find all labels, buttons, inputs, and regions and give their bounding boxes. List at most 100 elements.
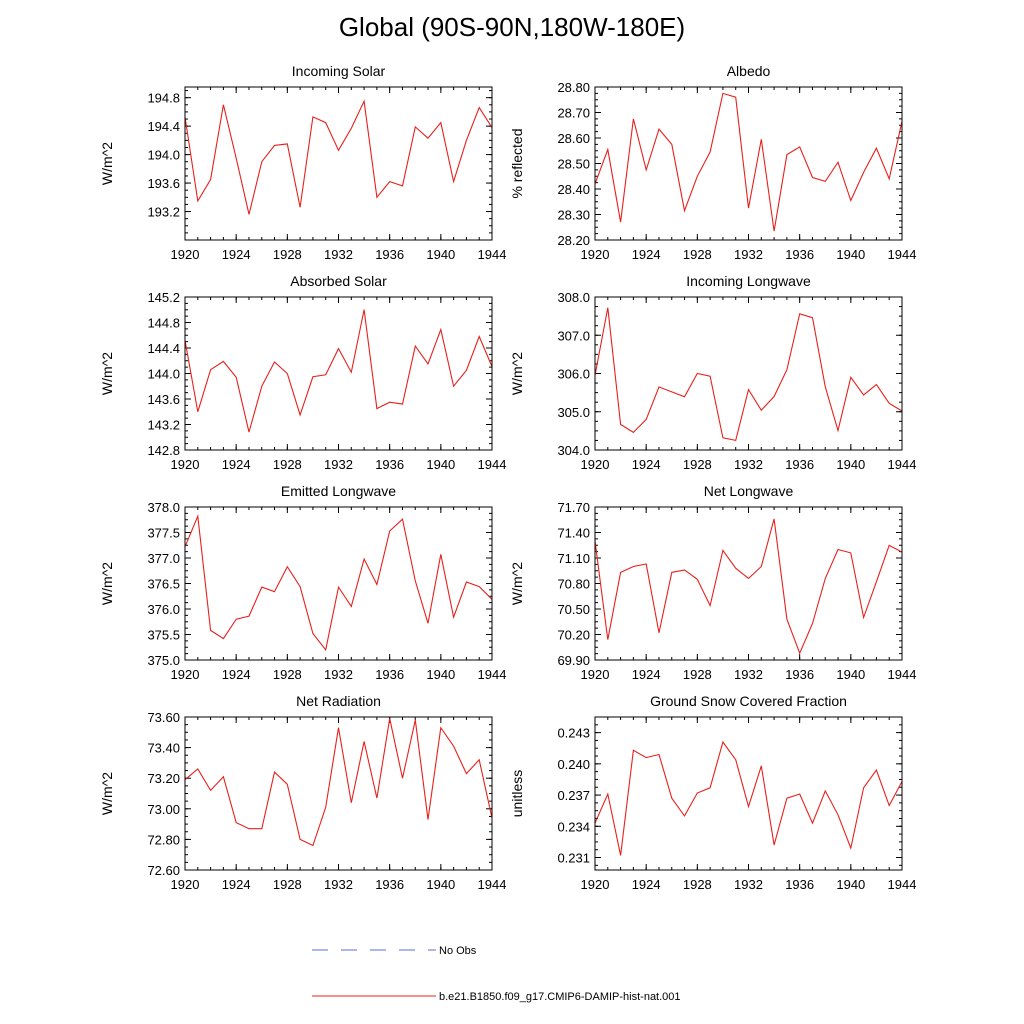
y-tick-label: 377.5 (147, 526, 180, 541)
x-tick-label: 1932 (734, 457, 763, 472)
y-tick-label: 73.00 (147, 802, 180, 817)
y-tick-label: 28.40 (557, 182, 590, 197)
y-tick-label: 0.240 (557, 757, 590, 772)
series-line (184, 309, 493, 433)
x-tick-label: 1920 (171, 247, 200, 262)
x-tick-label: 1940 (426, 877, 455, 892)
panel-incoming-longwave: Incoming Longwave W/m^2 1920 1924 1928 1932 19… (509, 273, 916, 472)
y-axis-label: W/m^2 (99, 772, 115, 815)
x-tick-label: 1920 (581, 247, 610, 262)
y-tick-label: 194.4 (147, 119, 180, 134)
x-tick-label: 1936 (375, 457, 404, 472)
x-tick-label: 1932 (324, 667, 353, 682)
y-tick-label: 70.80 (557, 577, 590, 592)
x-tick-label: 1928 (683, 457, 712, 472)
y-tick-label: 71.70 (557, 500, 590, 515)
plot-frame (594, 716, 903, 871)
y-tick-label: 28.80 (557, 80, 590, 95)
x-tick-label: 1920 (581, 667, 610, 682)
panel-title: Net Longwave (704, 483, 794, 499)
x-tick-label: 1940 (426, 667, 455, 682)
y-tick-label: 193.2 (147, 205, 180, 220)
panel-title: Albedo (727, 63, 771, 79)
x-tick-label: 1936 (375, 667, 404, 682)
panel-emitted-longwave: Emitted Longwave W/m^2 1920 1924 1928 1932 193… (99, 483, 506, 682)
x-tick-label: 1940 (836, 667, 865, 682)
panel-incoming-solar: Incoming Solar W/m^2 1920 1924 1928 1932 1936 1… (99, 63, 506, 262)
y-tick-label: 194.8 (147, 91, 180, 106)
y-tick-label: 73.20 (147, 771, 180, 786)
panel-title: Absorbed Solar (290, 273, 387, 289)
y-tick-label: 143.2 (147, 418, 180, 433)
series-line (594, 518, 903, 655)
y-axis-label: W/m^2 (99, 142, 115, 185)
y-tick-label: 307.0 (557, 328, 590, 343)
plot-frame (594, 506, 903, 661)
plot-frame (184, 296, 493, 451)
y-tick-label: 71.10 (557, 551, 590, 566)
y-tick-label: 304.0 (557, 443, 590, 458)
y-tick-label: 69.90 (557, 653, 590, 668)
x-tick-label: 1940 (836, 247, 865, 262)
x-tick-label: 1940 (836, 877, 865, 892)
panel-albedo: Albedo % reflected 1920 1924 1928 1932 1936 194… (509, 63, 916, 262)
y-tick-label: 378.0 (147, 500, 180, 515)
y-tick-label: 308.0 (557, 290, 590, 305)
x-tick-label: 1920 (581, 877, 610, 892)
y-tick-label: 0.231 (557, 851, 590, 866)
y-tick-label: 375.0 (147, 653, 180, 668)
y-tick-label: 142.8 (147, 443, 180, 458)
x-tick-label: 1924 (222, 667, 251, 682)
x-tick-label: 1928 (273, 667, 302, 682)
x-tick-label: 1924 (632, 457, 661, 472)
y-tick-label: 144.8 (147, 316, 180, 331)
x-tick-label: 1924 (222, 877, 251, 892)
y-tick-label: 0.234 (557, 819, 590, 834)
series-line (594, 307, 903, 442)
y-tick-label: 28.20 (557, 233, 590, 248)
plot-frame (184, 506, 493, 661)
series-line (184, 514, 493, 652)
x-tick-label: 1920 (171, 457, 200, 472)
y-tick-label: 28.70 (557, 106, 590, 121)
y-tick-label: 28.50 (557, 157, 590, 172)
x-tick-label: 1924 (632, 667, 661, 682)
x-tick-label: 1940 (426, 247, 455, 262)
legend-run-label: b.e21.B1850.f09_g17.CMIP6-DAMIP-hist-nat… (439, 991, 681, 1003)
panel-title: Incoming Longwave (686, 273, 811, 289)
series-line (184, 99, 493, 215)
x-tick-label: 1932 (734, 877, 763, 892)
x-tick-label: 1932 (324, 247, 353, 262)
x-tick-label: 1944 (478, 877, 507, 892)
y-tick-label: 73.60 (147, 710, 180, 725)
plot-frame (594, 296, 903, 451)
y-tick-label: 376.5 (147, 577, 180, 592)
series-line (184, 718, 493, 847)
x-tick-label: 1936 (785, 247, 814, 262)
panel-title: Net Radiation (296, 693, 381, 709)
x-tick-label: 1944 (478, 247, 507, 262)
x-tick-label: 1924 (222, 247, 251, 262)
plot-frame (184, 716, 493, 871)
panels: Incoming Solar W/m^2 1920 1924 1928 1932 1936 1… (99, 63, 916, 892)
panel-absorbed-solar: Absorbed Solar W/m^2 1920 1924 1928 1932 1936 1… (99, 273, 506, 472)
y-tick-label: 71.40 (557, 526, 590, 541)
x-tick-label: 1924 (632, 877, 661, 892)
y-tick-label: 0.237 (557, 788, 590, 803)
panel-title: Ground Snow Covered Fraction (650, 693, 847, 709)
x-tick-label: 1924 (222, 457, 251, 472)
y-tick-label: 306.0 (557, 367, 590, 382)
panel-title: Emitted Longwave (281, 483, 396, 499)
legend: No Obs b.e21.B1850.f09_g17.CMIP6-DAMIP-h… (312, 945, 681, 1003)
y-tick-label: 72.80 (147, 832, 180, 847)
x-tick-label: 1936 (785, 877, 814, 892)
x-tick-label: 1944 (478, 457, 507, 472)
y-tick-label: 375.5 (147, 628, 180, 643)
x-tick-label: 1928 (273, 877, 302, 892)
y-tick-label: 144.4 (147, 341, 180, 356)
y-tick-label: 305.0 (557, 405, 590, 420)
panel-ground-snow-covered-fraction: Ground Snow Covered Fraction unitless 1920… (509, 693, 916, 892)
x-tick-label: 1920 (171, 877, 200, 892)
x-tick-label: 1924 (632, 247, 661, 262)
x-tick-label: 1944 (478, 667, 507, 682)
